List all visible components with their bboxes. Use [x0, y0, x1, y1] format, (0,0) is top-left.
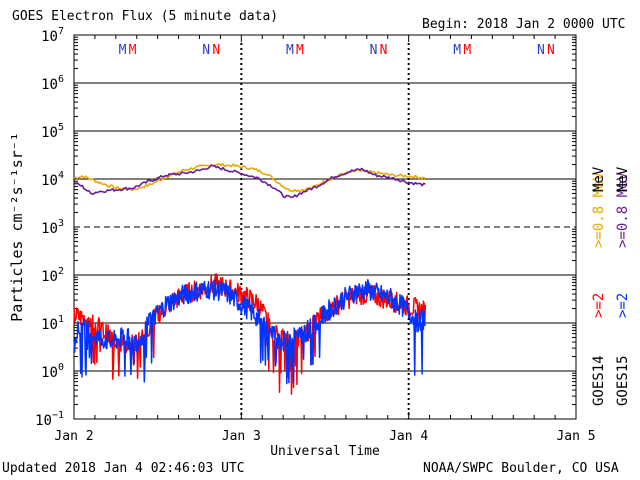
legend-satellite-goes15: GOES15 [615, 355, 631, 406]
legend-goes14-2mev: >=2 [591, 293, 607, 318]
x-axis-label: Universal Time [270, 444, 380, 459]
chart-title: GOES Electron Flux (5 minute data) [12, 9, 279, 24]
legend-unit: MeV [591, 166, 607, 192]
series-goes15_high [73, 164, 426, 199]
local-time-marker: N [212, 43, 220, 58]
y-axis-label: Particles cm⁻²s⁻¹sr⁻¹ [8, 132, 26, 322]
local-time-marker: M [129, 43, 137, 58]
y-tick-label: 101 [41, 314, 64, 333]
local-time-marker: M [453, 43, 461, 58]
series-goes15_low [73, 278, 427, 385]
local-time-marker: N [370, 43, 378, 58]
x-tick-label: Jan 3 [222, 429, 261, 444]
series-goes14_high [73, 162, 426, 193]
plot-frame [73, 34, 577, 420]
y-tick-label: 106 [41, 74, 64, 93]
y-tick-label: 103 [41, 218, 64, 237]
legend-satellite-goes14: GOES14 [591, 355, 607, 406]
local-time-marker: N [380, 43, 388, 58]
local-time-marker: M [286, 43, 294, 58]
local-time-marker: M [119, 43, 127, 58]
y-tick-label: 105 [41, 122, 64, 141]
legend-unit: MeV [615, 166, 631, 192]
y-tick-label: 107 [41, 26, 64, 45]
local-time-marker: M [296, 43, 304, 58]
y-tick-label: 100 [41, 362, 64, 381]
legend-goes15-2mev: >=2 [615, 293, 631, 318]
x-tick-label: Jan 4 [389, 429, 428, 444]
y-tick-label: 102 [41, 266, 64, 285]
x-tick-label: Jan 2 [54, 429, 93, 444]
y-tick-label: 10−1 [35, 410, 64, 429]
updated-timestamp: Updated 2018 Jan 4 02:46:03 UTC [2, 461, 245, 476]
local-time-marker: N [537, 43, 545, 58]
local-time-marker: N [202, 43, 210, 58]
y-tick-label: 104 [41, 170, 64, 189]
x-tick-label: Jan 5 [556, 429, 595, 444]
local-time-marker: N [547, 43, 555, 58]
begin-time: Begin: 2018 Jan 2 0000 UTC [422, 17, 626, 32]
local-time-marker: M [463, 43, 471, 58]
legend-goes15-08mev: >=0.8 MeV [615, 172, 631, 248]
legend-goes14-08mev: >=0.8 MeV [591, 172, 607, 248]
credit-line: NOAA/SWPC Boulder, CO USA [423, 461, 619, 476]
